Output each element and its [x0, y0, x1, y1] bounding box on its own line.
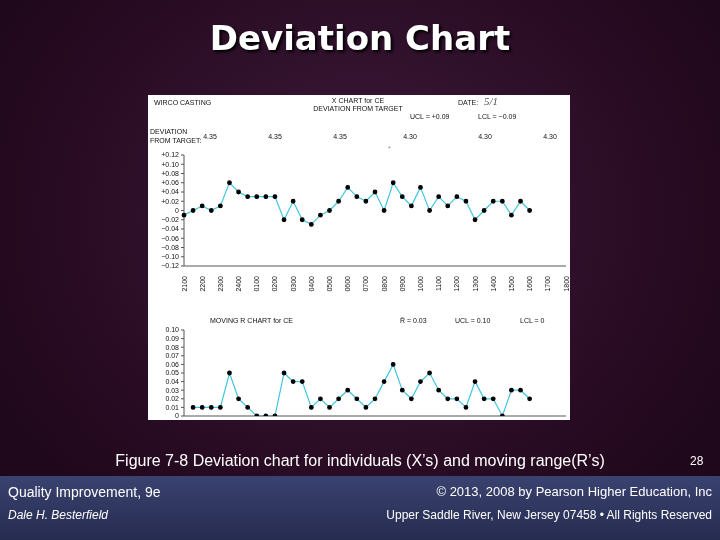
html-text:4.35: 4.35 — [203, 133, 217, 140]
html-text:R̄ = 0.03: R̄ = 0.03 — [400, 317, 427, 324]
svg-text:−0.10: −0.10 — [161, 253, 179, 260]
svg-text:1300: 1300 — [472, 276, 479, 292]
html-text:4.30: 4.30 — [543, 133, 557, 140]
svg-text:1100: 1100 — [435, 276, 442, 291]
svg-text:2300: 2300 — [217, 276, 224, 292]
svg-text:1400: 1400 — [490, 276, 497, 292]
html-text:X CHART for CE: X CHART for CE — [331, 97, 385, 104]
svg-text:0.07: 0.07 — [165, 352, 179, 359]
svg-text:0.06: 0.06 — [165, 361, 179, 368]
html-text:4.35: 4.35 — [333, 133, 347, 140]
svg-text:1200: 1200 — [453, 276, 460, 292]
svg-text:0.10: 0.10 — [165, 326, 179, 333]
svg-text:0700: 0700 — [362, 276, 369, 292]
svg-text:0400: 0400 — [308, 276, 315, 292]
svg-text:0100: 0100 — [253, 276, 260, 292]
svg-text:−0.12: −0.12 — [161, 262, 179, 269]
html-text:4.30: 4.30 — [478, 133, 492, 140]
svg-text:0900: 0900 — [399, 276, 406, 292]
svg-text:−0.06: −0.06 — [161, 235, 179, 242]
html-text:UCL = +0.09: UCL = +0.09 — [410, 113, 450, 120]
svg-text:0.05: 0.05 — [165, 369, 179, 376]
svg-text:1800: 1800 — [563, 276, 570, 292]
svg-text:+0.10: +0.10 — [161, 161, 179, 168]
svg-text:1700: 1700 — [544, 276, 551, 292]
svg-text:+0.08: +0.08 — [161, 170, 179, 177]
svg-text:+0.04: +0.04 — [161, 188, 179, 195]
svg-text:+0.12: +0.12 — [161, 151, 179, 158]
svg-text:0.02: 0.02 — [165, 395, 179, 402]
html-text:Figure 7-8 Deviation chart for: Figure 7-8 Deviation chart for individua… — [115, 452, 605, 469]
html-text:WIRCO CASTING: WIRCO CASTING — [154, 99, 212, 106]
svg-text:+0.06: +0.06 — [161, 179, 179, 186]
svg-text:0.03: 0.03 — [165, 387, 179, 394]
svg-text:1600: 1600 — [526, 276, 533, 292]
svg-text:−0.08: −0.08 — [161, 244, 179, 251]
html-text:© 2013, 2008 by Pearson Higher: © 2013, 2008 by Pearson Higher Education… — [436, 484, 712, 499]
svg-text:0: 0 — [175, 207, 179, 214]
svg-text:0500: 0500 — [326, 276, 333, 292]
svg-text:−0.02: −0.02 — [161, 216, 179, 223]
svg-text:2100: 2100 — [181, 276, 188, 292]
html-text:DEVIATION FROM TARGET: DEVIATION FROM TARGET — [313, 105, 403, 112]
html-text:DATE:: DATE: — [458, 99, 479, 106]
html-text:Quality Improvement, 9e: Quality Improvement, 9e — [8, 484, 161, 500]
svg-text:−0.04: −0.04 — [161, 225, 179, 232]
svg-text:2400: 2400 — [235, 276, 242, 292]
html-text:MOVING R CHART for CE: MOVING R CHART for CE — [210, 317, 293, 324]
html-text:LCL = −0.09: LCL = −0.09 — [478, 113, 517, 120]
svg-text:0600: 0600 — [344, 276, 351, 292]
svg-text:0.09: 0.09 — [165, 335, 179, 342]
html-text:4.35: 4.35 — [268, 133, 282, 140]
svg-text:0.04: 0.04 — [165, 378, 179, 385]
svg-text:0300: 0300 — [290, 276, 297, 292]
svg-text:0200: 0200 — [271, 276, 278, 292]
html-text:4.30: 4.30 — [403, 133, 417, 140]
html-text:Upper Saddle River, New Jersey: Upper Saddle River, New Jersey 07458 • A… — [386, 508, 712, 522]
html-text:Dale H. Besterfield: Dale H. Besterfield — [8, 508, 108, 522]
svg-text:0.01: 0.01 — [165, 404, 179, 411]
html-text:DEVIATION FROM TARGET:: DEVIATION FROM TARGET: — [150, 128, 202, 144]
svg-text:1500: 1500 — [508, 276, 515, 292]
html-text:5/1: 5/1 — [484, 95, 499, 107]
html-text:28: 28 — [690, 454, 704, 468]
svg-text:0.08: 0.08 — [165, 344, 179, 351]
html-text:LCL = 0: LCL = 0 — [520, 317, 545, 324]
svg-text:0800: 0800 — [381, 276, 388, 292]
svg-text:1000: 1000 — [417, 276, 424, 292]
svg-text:+0.02: +0.02 — [161, 198, 179, 205]
svg-text:0: 0 — [175, 412, 179, 418]
svg-text:2200: 2200 — [199, 276, 206, 292]
html-text:Deviation Chart: Deviation Chart — [209, 18, 511, 58]
html-text:UCL = 0.10: UCL = 0.10 — [455, 317, 491, 324]
